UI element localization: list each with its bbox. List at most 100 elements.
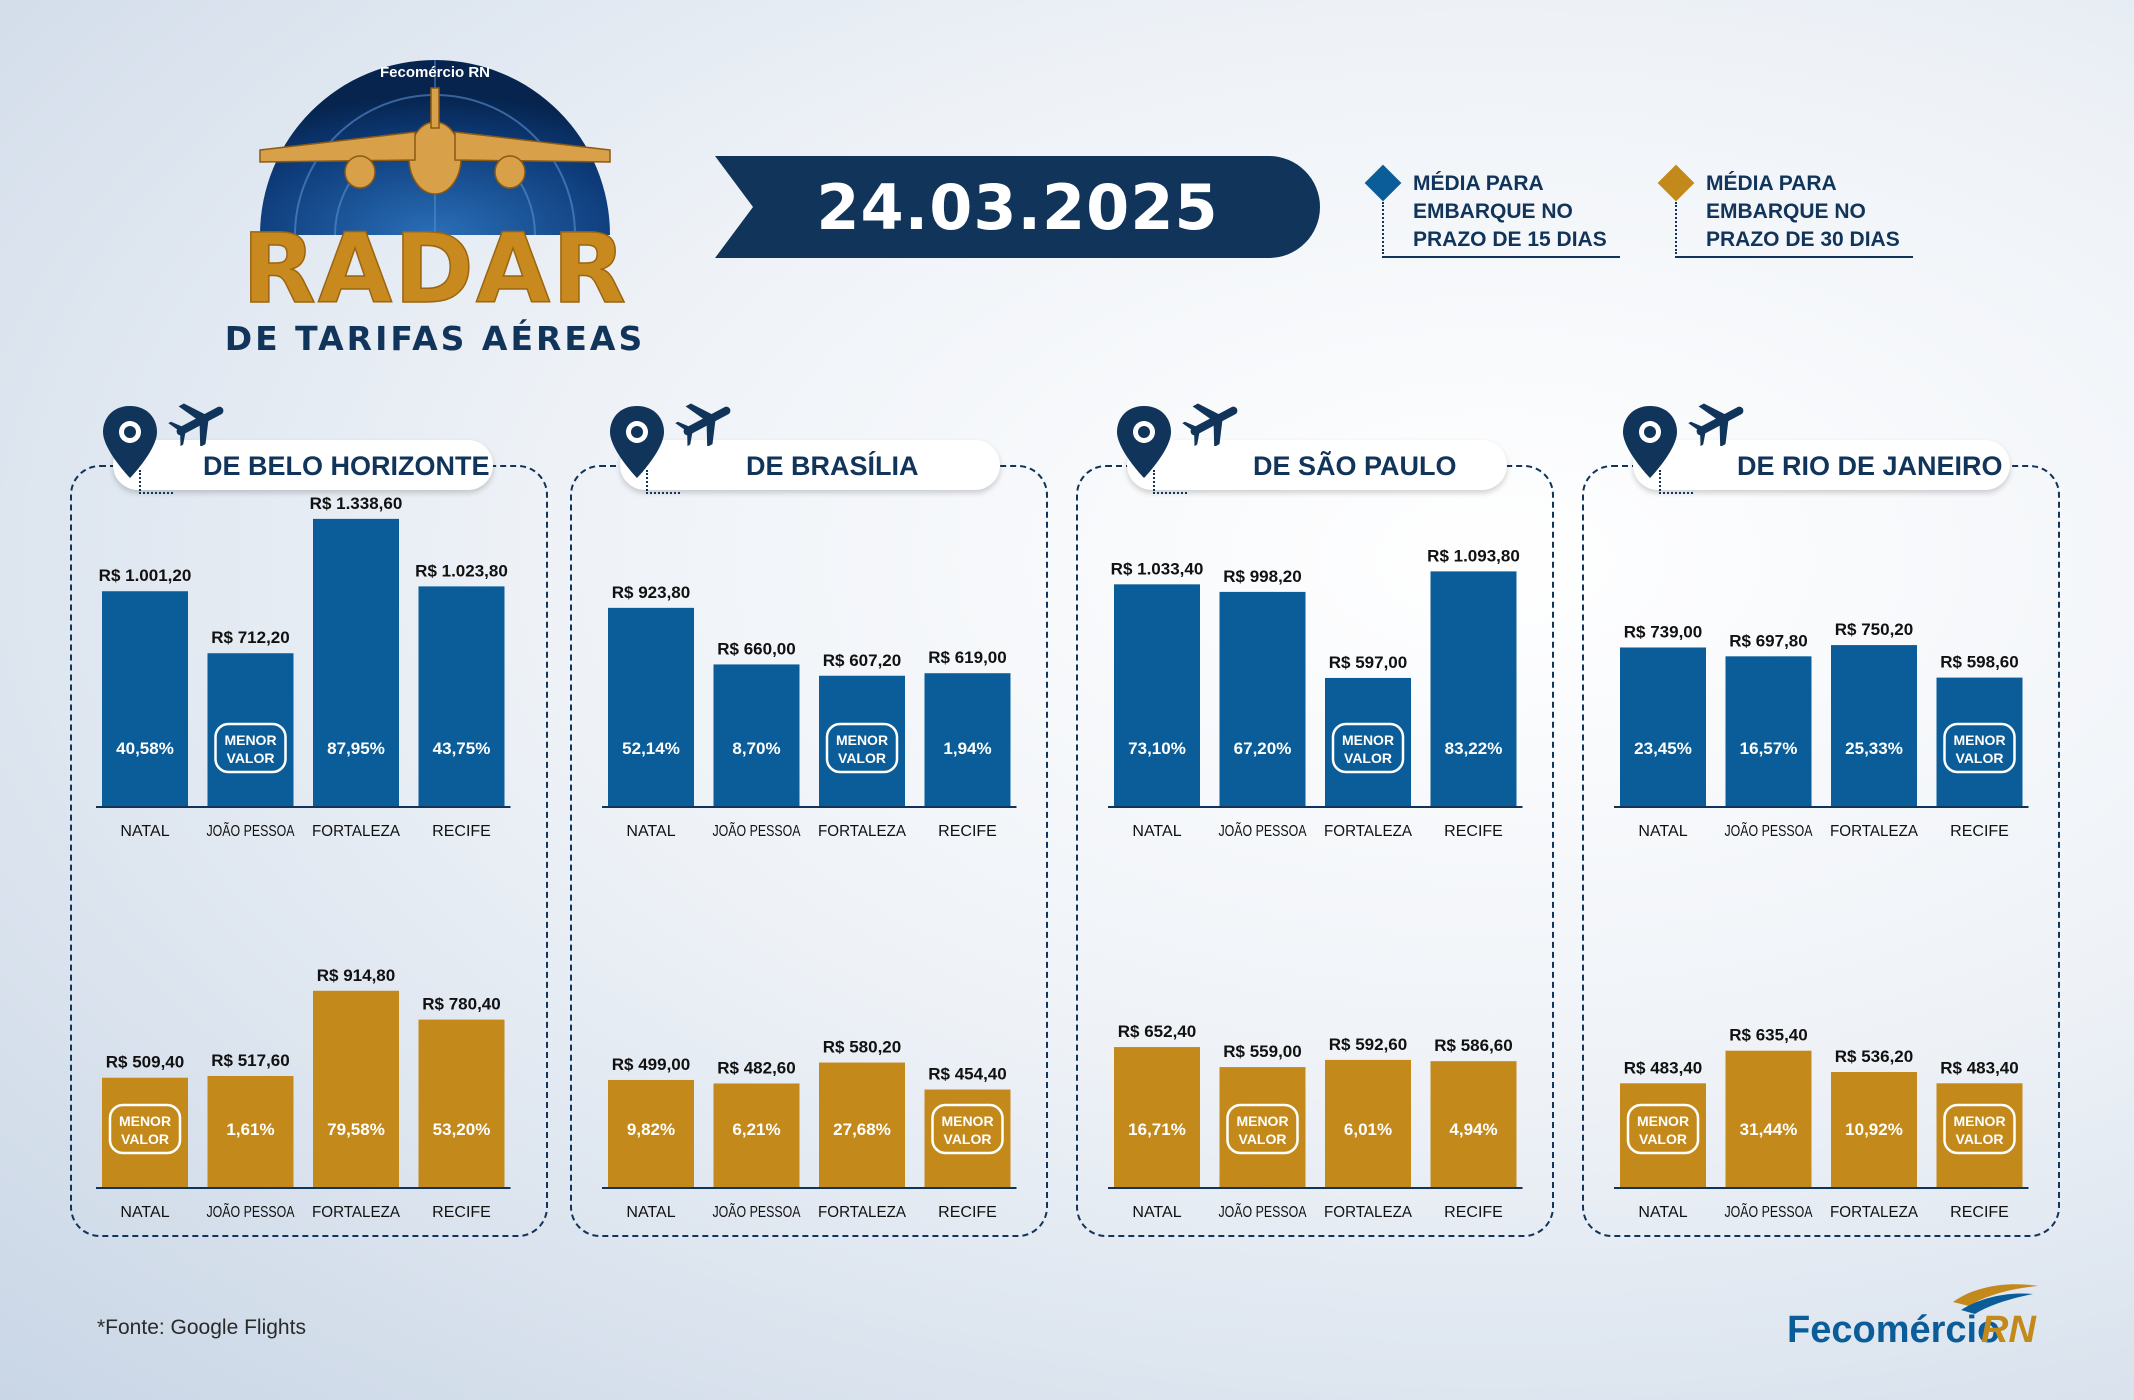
badge-line: VALOR xyxy=(121,1131,169,1147)
lowest-value-badge xyxy=(825,722,899,774)
category-label: NATAL xyxy=(1638,823,1687,840)
bar-percent-label: 40,58% xyxy=(116,739,174,758)
category-label: FORTALEZA xyxy=(312,1204,400,1221)
bar-value-label: R$ 914,80 xyxy=(317,966,395,985)
bar-percent-label: 25,33% xyxy=(1845,739,1903,758)
bar xyxy=(1725,1050,1812,1187)
bar xyxy=(102,1077,188,1187)
bar xyxy=(1219,591,1306,806)
bar xyxy=(1325,677,1411,806)
bar-value-label: R$ 780,40 xyxy=(422,995,500,1014)
bar-percent-label: 4,94% xyxy=(1449,1120,1497,1139)
bar-value-label: R$ 597,00 xyxy=(1329,653,1407,672)
bar xyxy=(207,653,294,806)
bar xyxy=(1831,645,1917,806)
legend-label: MÉDIA PARA EMBARQUE NO PRAZO DE 30 DIAS xyxy=(1706,172,1900,251)
bar xyxy=(1114,1047,1200,1187)
bar-value-label: R$ 517,60 xyxy=(211,1051,289,1070)
bar-value-label: R$ 592,60 xyxy=(1329,1035,1407,1054)
category-label: NATAL xyxy=(1132,1204,1181,1221)
category-label: JOÃO PESSOA xyxy=(1725,820,1813,840)
bar-percent-label: 73,10% xyxy=(1128,739,1186,758)
category-label: JOÃO PESSOA xyxy=(207,820,295,840)
bar-value-label: R$ 454,40 xyxy=(928,1065,1006,1084)
lowest-value-badge xyxy=(931,1103,1004,1155)
badge-line: MENOR xyxy=(836,732,888,748)
footer-brand-suffix: RN xyxy=(1981,1309,2037,1350)
bar xyxy=(418,586,505,806)
bar-percent-label: 53,20% xyxy=(433,1120,491,1139)
category-label: NATAL xyxy=(1638,1204,1687,1221)
category-label: RECIFE xyxy=(1950,1204,2009,1221)
panel-title: DE RIO DE JANEIRO xyxy=(1737,451,2003,481)
lowest-value-badge xyxy=(1943,1103,2016,1155)
bar-percent-label: 1,61% xyxy=(226,1120,274,1139)
bar-percent-label: 79,58% xyxy=(327,1120,385,1139)
badge-line: VALOR xyxy=(1239,1131,1287,1147)
bar-percent-label: 87,95% xyxy=(327,739,385,758)
bar xyxy=(1325,1059,1411,1187)
bar xyxy=(1430,1061,1517,1187)
category-label: NATAL xyxy=(120,1204,169,1221)
bar-value-label: R$ 1.093,80 xyxy=(1427,546,1520,565)
logo-brand: Fecomércio RN xyxy=(380,64,490,81)
bar xyxy=(207,1075,294,1187)
category-label: RECIFE xyxy=(938,823,997,840)
bar-value-label: R$ 660,00 xyxy=(717,639,795,658)
panel-header-sao-paulo: DE SÃO PAULO xyxy=(1117,403,1507,494)
bar-value-label: R$ 580,20 xyxy=(823,1038,901,1057)
bar-value-label: R$ 739,00 xyxy=(1624,622,1702,641)
panel-title: DE SÃO PAULO xyxy=(1253,451,1457,481)
bar xyxy=(1936,1083,2023,1187)
bar-percent-label: 31,44% xyxy=(1740,1120,1798,1139)
category-label: FORTALEZA xyxy=(1324,1204,1412,1221)
bar xyxy=(418,1019,505,1187)
category-label: FORTALEZA xyxy=(312,823,400,840)
panel-title: DE BRASÍLIA xyxy=(746,451,919,481)
legend-30-days: MÉDIA PARA EMBARQUE NO PRAZO DE 30 DIAS xyxy=(1657,160,1913,260)
category-label: JOÃO PESSOA xyxy=(1219,1201,1307,1221)
bar-percent-label: 16,71% xyxy=(1128,1120,1186,1139)
bar-value-label: R$ 559,00 xyxy=(1223,1042,1301,1061)
bar-value-label: R$ 607,20 xyxy=(823,651,901,670)
bar-percent-label: 27,68% xyxy=(833,1120,891,1139)
category-label: FORTALEZA xyxy=(1830,1204,1918,1221)
bar-percent-label: 67,20% xyxy=(1234,739,1292,758)
bar-percent-label: 16,57% xyxy=(1740,739,1798,758)
bar-percent-label: 6,01% xyxy=(1344,1120,1392,1139)
bar-percent-label: 1,94% xyxy=(943,739,991,758)
map-pin-icon xyxy=(1117,406,1171,478)
bar-value-label: R$ 482,60 xyxy=(717,1058,795,1077)
bar xyxy=(713,1083,800,1187)
bar-value-label: R$ 619,00 xyxy=(928,648,1006,667)
category-label: NATAL xyxy=(120,823,169,840)
bar-value-label: R$ 483,40 xyxy=(1940,1058,2018,1077)
bar-percent-label: 10,92% xyxy=(1845,1120,1903,1139)
bar-value-label: R$ 1.023,80 xyxy=(415,561,508,580)
bar-value-label: R$ 1.033,40 xyxy=(1111,559,1204,578)
category-label: JOÃO PESSOA xyxy=(713,1201,801,1221)
badge-line: VALOR xyxy=(1956,1131,2004,1147)
airplane-icon xyxy=(1688,403,1744,446)
badge-line: MENOR xyxy=(1953,732,2005,748)
category-label: FORTALEZA xyxy=(818,823,906,840)
bar-percent-label: 8,70% xyxy=(732,739,780,758)
bar xyxy=(102,591,188,806)
bar-value-label: R$ 750,20 xyxy=(1835,620,1913,639)
category-label: JOÃO PESSOA xyxy=(713,820,801,840)
badge-line: MENOR xyxy=(941,1113,993,1129)
date-banner: 24.03.2025 xyxy=(715,156,1320,258)
category-label: FORTALEZA xyxy=(1324,823,1412,840)
map-pin-icon xyxy=(610,406,664,478)
category-label: JOÃO PESSOA xyxy=(1219,820,1307,840)
badge-line: MENOR xyxy=(1953,1113,2005,1129)
airplane-icon xyxy=(1182,403,1238,446)
bar-percent-label: 6,21% xyxy=(732,1120,780,1139)
airplane-icon xyxy=(259,87,611,195)
bar xyxy=(819,1062,905,1187)
category-label: JOÃO PESSOA xyxy=(1725,1201,1813,1221)
bar xyxy=(713,664,800,806)
bar-percent-label: 52,14% xyxy=(622,739,680,758)
badge-line: VALOR xyxy=(944,1131,992,1147)
bar-value-label: R$ 598,60 xyxy=(1940,653,2018,672)
